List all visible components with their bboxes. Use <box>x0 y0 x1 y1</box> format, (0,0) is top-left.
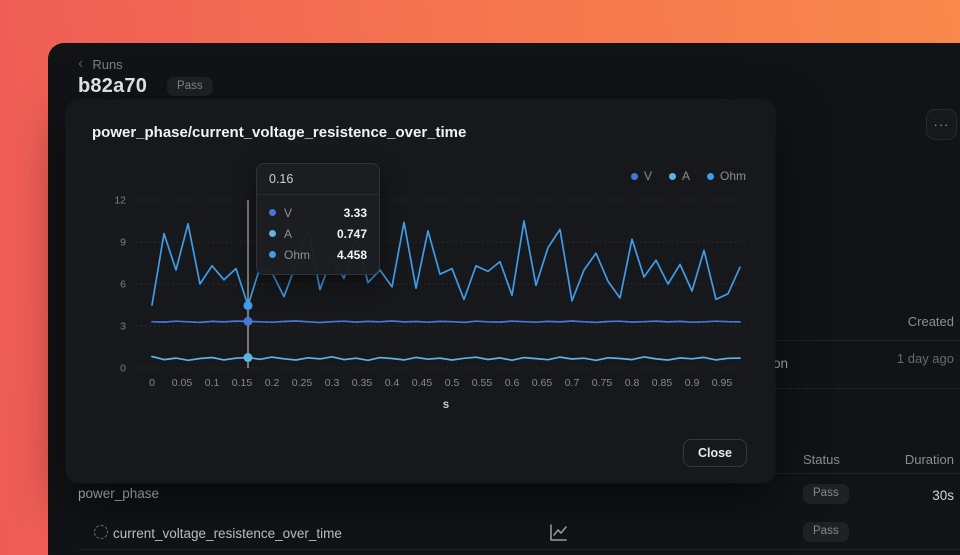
breadcrumb[interactable]: ‹ Runs <box>78 56 123 72</box>
status-badge: Pass <box>803 484 849 504</box>
column-header-duration: Duration <box>904 452 954 467</box>
run-status-badge: Pass <box>167 76 213 97</box>
tooltip-row: A 0.747 <box>269 223 367 244</box>
modal-title: power_phase/current_voltage_resistence_o… <box>92 124 467 141</box>
svg-text:0.45: 0.45 <box>412 377 433 389</box>
breadcrumb-label: Runs <box>92 56 123 72</box>
svg-text:0.95: 0.95 <box>712 377 733 389</box>
svg-text:0.15: 0.15 <box>232 377 253 389</box>
tooltip-row: Ohm 4.458 <box>269 244 367 265</box>
svg-text:0.4: 0.4 <box>385 377 400 389</box>
status-badge: Pass <box>803 522 849 542</box>
chart-svg[interactable]: 0 3 6 9 12 0 0.05 0.1 0.15 0.2 0.25 0.3 0.35 0.4 0.45 0… <box>106 190 766 418</box>
legend-dot-icon <box>706 172 714 180</box>
table-row-name[interactable]: power_phase <box>78 486 160 501</box>
series-dot-icon <box>269 209 276 216</box>
run-header: b82a70 Pass <box>78 75 213 98</box>
column-header-created: Created <box>907 314 954 329</box>
svg-text:0.7: 0.7 <box>565 377 580 389</box>
table-row-name: current_voltage_resistence_over_time <box>113 526 342 541</box>
divider <box>78 549 960 550</box>
more-options-button[interactable]: ··· <box>926 109 957 140</box>
legend-item-ohm[interactable]: Ohm <box>706 169 746 183</box>
svg-text:0.6: 0.6 <box>505 377 520 389</box>
svg-text:0: 0 <box>149 377 155 389</box>
series-dot-icon <box>269 251 276 258</box>
pending-circle-icon <box>94 525 108 539</box>
svg-text:0.25: 0.25 <box>292 377 313 389</box>
svg-text:0.8: 0.8 <box>625 377 640 389</box>
legend-dot-icon <box>630 172 638 180</box>
svg-text:0.65: 0.65 <box>532 377 553 389</box>
close-button[interactable]: Close <box>682 439 747 467</box>
svg-text:0.9: 0.9 <box>685 377 700 389</box>
svg-text:0.05: 0.05 <box>172 377 193 389</box>
legend-item-v[interactable]: V <box>630 169 652 183</box>
chart-legend: V A Ohm <box>630 169 746 183</box>
tooltip-header: 0.16 <box>257 164 379 195</box>
chart-modal: power_phase/current_voltage_resistence_o… <box>66 100 775 483</box>
svg-text:0.85: 0.85 <box>652 377 673 389</box>
created-value: 1 day ago <box>896 351 954 366</box>
svg-text:0.2: 0.2 <box>265 377 280 389</box>
svg-text:0.1: 0.1 <box>205 377 220 389</box>
run-title: b82a70 <box>78 75 148 97</box>
svg-text:9: 9 <box>120 237 126 249</box>
legend-item-a[interactable]: A <box>668 169 690 183</box>
line-chart-icon[interactable] <box>548 522 569 549</box>
svg-text:0.55: 0.55 <box>472 377 493 389</box>
svg-text:s: s <box>443 399 449 411</box>
chart-tooltip: 0.16 V 3.33 A 0.747 Ohm 4.458 <box>256 163 380 275</box>
svg-text:3: 3 <box>120 321 126 333</box>
column-header-status: Status <box>803 452 840 467</box>
svg-text:0.75: 0.75 <box>592 377 613 389</box>
duration-value: 30s <box>932 488 954 503</box>
svg-text:0.5: 0.5 <box>445 377 460 389</box>
svg-text:0: 0 <box>120 363 126 375</box>
svg-text:0.35: 0.35 <box>352 377 373 389</box>
table-row[interactable]: current_voltage_resistence_over_time Pas… <box>78 519 960 549</box>
svg-text:12: 12 <box>114 195 126 207</box>
chevron-left-icon: ‹ <box>78 55 84 72</box>
tooltip-row: V 3.33 <box>269 202 367 223</box>
svg-text:0.3: 0.3 <box>325 377 340 389</box>
legend-dot-icon <box>668 172 676 180</box>
series-dot-icon <box>269 230 276 237</box>
svg-text:6: 6 <box>120 279 126 291</box>
